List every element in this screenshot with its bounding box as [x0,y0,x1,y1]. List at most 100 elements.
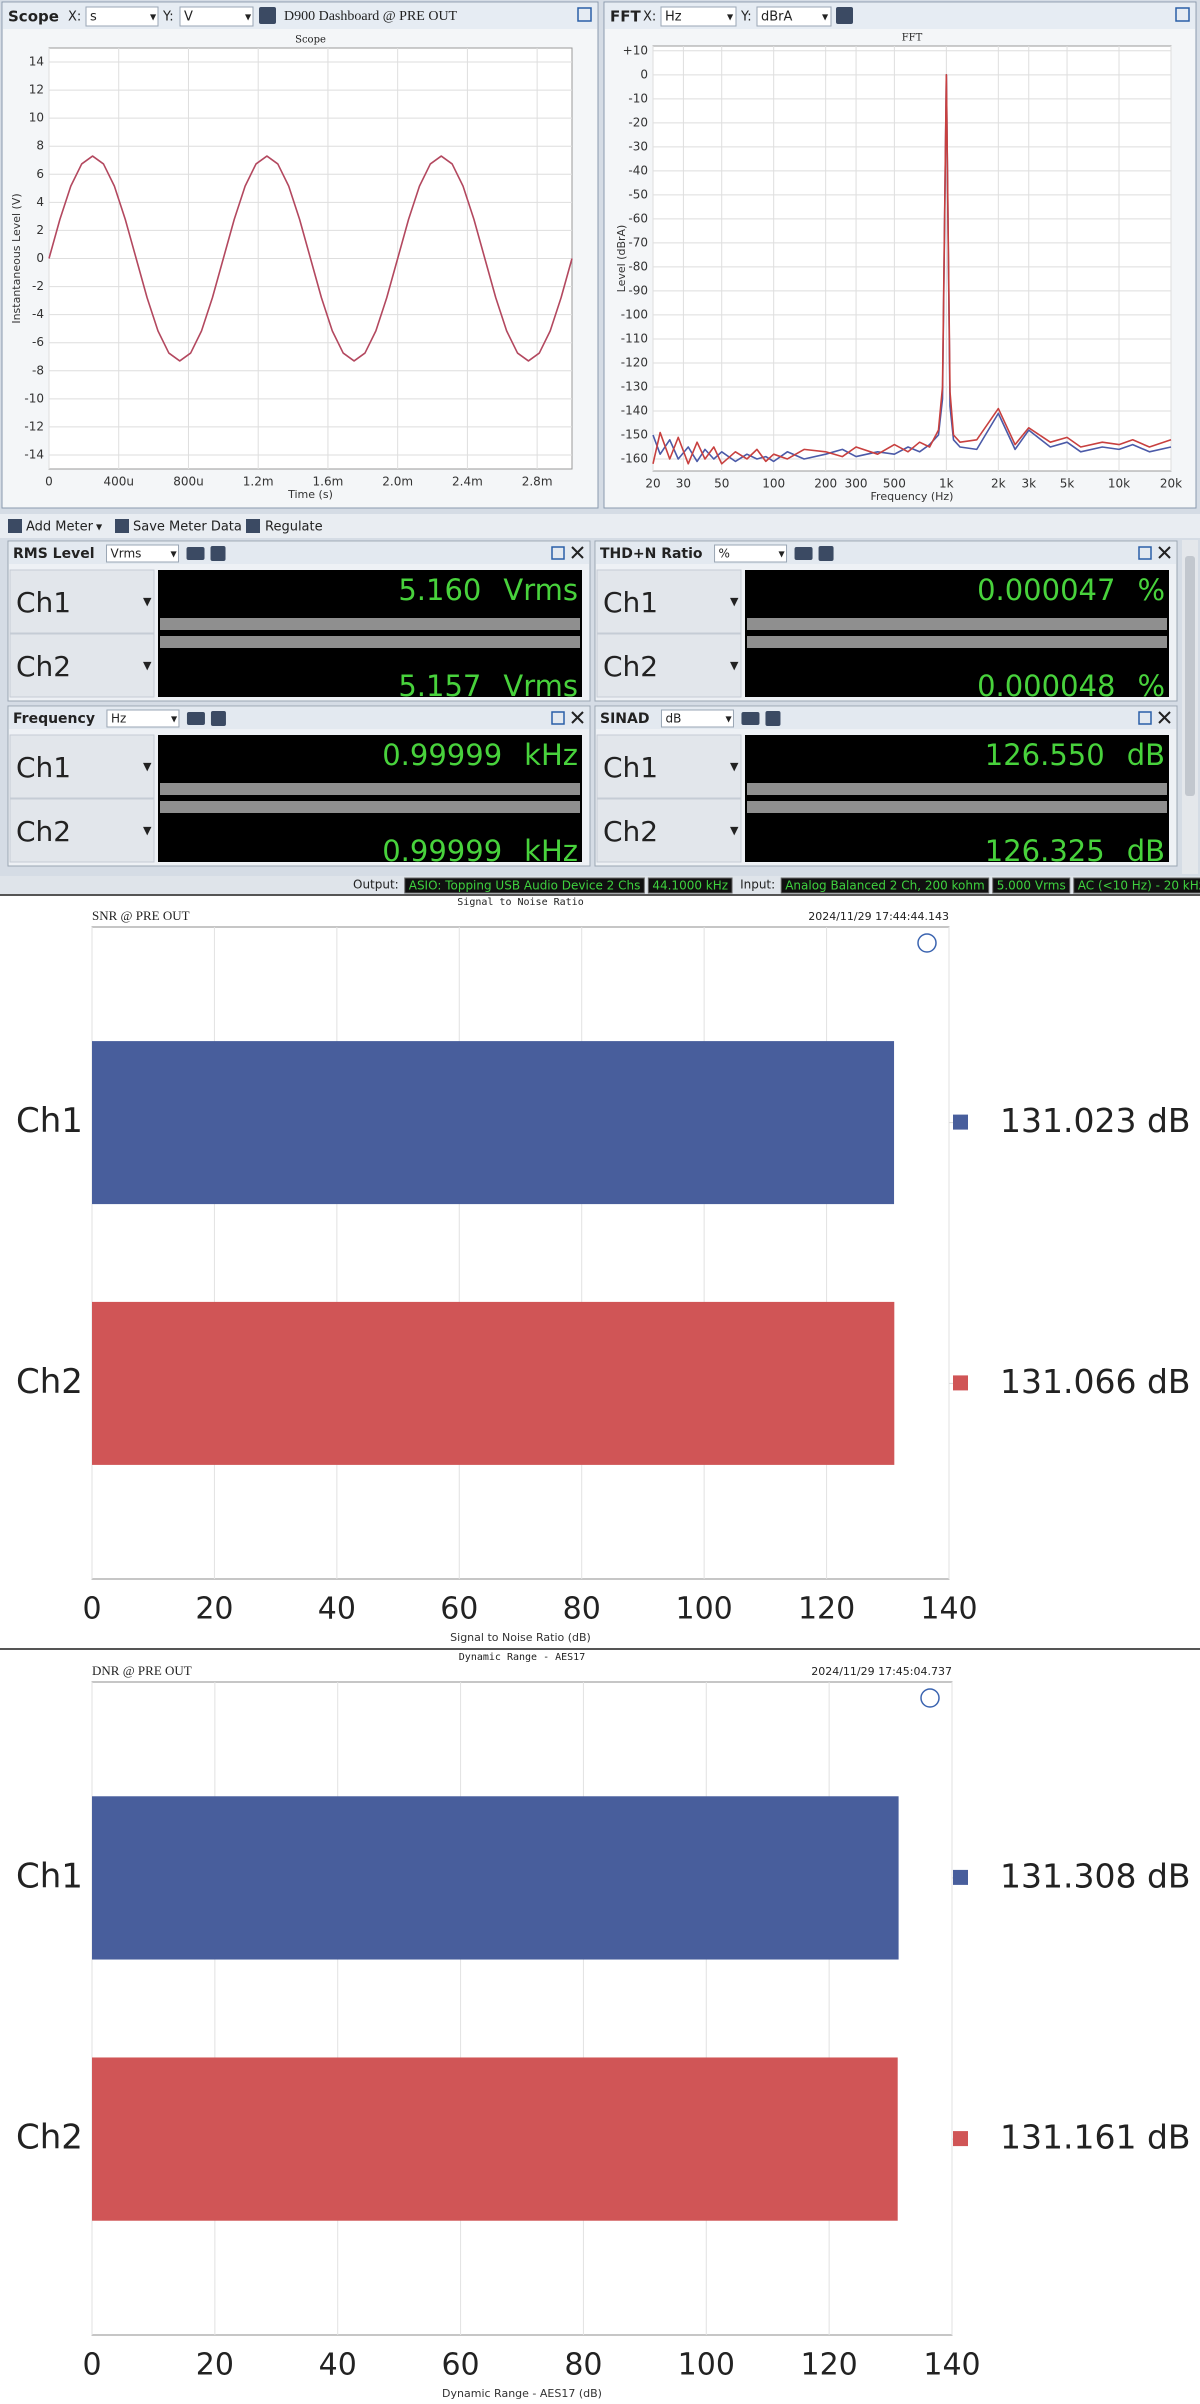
dropdown-arrow: ▼ [96,523,103,532]
popout-button[interactable] [577,7,592,22]
x-tick-label: 140 [923,2348,980,2383]
dropdown-value: s [90,10,97,25]
format-button[interactable] [794,547,813,560]
x-tick-label: 1.6m [313,475,344,489]
dropdown-value: Hz [111,712,126,726]
x-tick-label: 100 [762,477,785,491]
y-tick-label: -4 [32,307,44,321]
popout-button[interactable] [1175,7,1190,22]
meter-unit: dB [1127,834,1165,868]
dropdown-value: % [719,547,730,561]
y-tick-label: 10 [29,111,44,125]
y-unit-dropdown[interactable] [756,6,832,27]
status-field [647,877,733,894]
y-tick-label: -110 [621,331,648,345]
y-tick-label: 12 [29,83,44,97]
format-button[interactable] [186,712,205,725]
toolbar-button[interactable]: Add Meter [26,520,94,535]
x-tick-label: 3k [1021,477,1036,491]
y-tick-label: -160 [621,451,648,465]
x-unit-dropdown[interactable] [85,6,159,27]
toolbar-icon [115,519,129,533]
x-axis-title: Frequency (Hz) [871,490,954,503]
y-unit-dropdown[interactable] [179,6,254,27]
settings-button[interactable] [818,546,834,561]
settings-button[interactable] [210,711,226,726]
dropdown-arrow: ▼ [150,13,157,22]
close-button[interactable] [1158,546,1171,559]
settings-button[interactable] [210,546,226,561]
x-tick-label: 50 [714,477,729,491]
meter-value: 0.99999 [382,738,502,772]
channel-cell [596,734,742,799]
x-tick-label: 0 [82,2348,101,2383]
unit-dropdown[interactable] [106,544,180,563]
dropdown-arrow[interactable]: ▼ [730,824,739,837]
settings-button[interactable] [836,7,853,24]
dropdown-arrow[interactable]: ▼ [730,659,739,672]
meter-value: 126.325 [985,834,1105,868]
legend-swatch [953,2131,968,2147]
chart-title: DNR @ PRE OUT [92,1663,192,1678]
x-tick-label: 2.8m [522,475,553,489]
settings-button[interactable] [259,7,276,24]
x-axis-title: Signal to Noise Ratio (dB) [450,1631,591,1644]
meter-bar-track [160,783,580,795]
y-tick-label: -140 [621,403,648,417]
scrollbar-thumb[interactable] [1185,556,1195,796]
close-button[interactable] [571,546,584,559]
y-tick-label: +10 [623,43,648,57]
x-tick-label: 20 [196,2348,234,2383]
meter-header [9,707,589,729]
x-tick-label: 40 [318,1592,356,1627]
x-tick-label: 60 [440,1592,478,1627]
meter-display [745,735,1169,862]
channel-cell [9,798,155,863]
settings-button[interactable] [765,711,781,726]
meter-title: Frequency [13,711,95,727]
dropdown-arrow[interactable]: ▼ [730,760,739,773]
y-tick-label: -6 [32,335,44,349]
dropdown-arrow[interactable]: ▼ [730,595,739,608]
meter-unit: kHz [524,738,578,772]
value-label: 131.161 dB [1000,2118,1191,2157]
meter-unit: Vrms [503,573,578,607]
toolbar-button[interactable]: Regulate [265,520,323,535]
status-label: Input: [740,878,775,892]
x-tick-label: 100 [676,1592,733,1627]
dropdown-arrow[interactable]: ▼ [143,595,152,608]
meter-bar-track [747,636,1167,648]
x-unit-dropdown[interactable] [660,6,737,27]
y-tick-label: -8 [32,363,44,377]
y-tick-label: 2 [36,223,44,237]
toolbar-button[interactable]: Save Meter Data [133,520,242,535]
close-button[interactable] [571,711,584,724]
x-tick-label: 2.4m [452,475,483,489]
popout-button[interactable] [1138,711,1152,725]
value-label: 131.023 dB [1000,1101,1191,1140]
channel-name: Ch2 [603,650,658,683]
y-axis-title: Level (dBrA) [615,225,628,293]
popout-button[interactable] [551,711,565,725]
unit-dropdown[interactable] [106,709,180,728]
dropdown-arrow[interactable]: ▼ [143,824,152,837]
popout-button[interactable] [551,546,565,560]
x-tick-label: 80 [563,1592,601,1627]
y-tick-label: -150 [621,427,648,441]
unit-dropdown[interactable] [660,709,734,728]
close-button[interactable] [1158,711,1171,724]
dropdown-arrow[interactable]: ▼ [143,760,152,773]
category-label: Ch1 [16,1856,83,1896]
bar [92,1041,895,1205]
y-tick-label: 4 [36,195,44,209]
meter-header [596,707,1176,729]
format-button[interactable] [741,712,760,725]
dropdown-arrow[interactable]: ▼ [143,659,152,672]
format-button[interactable] [186,547,205,560]
toolbar-icon [246,519,260,533]
x-tick-label: 2k [991,477,1006,491]
unit-dropdown[interactable] [714,544,788,563]
x-tick-label: 20 [645,477,660,491]
popout-button[interactable] [1138,546,1152,560]
status-value: Analog Balanced 2 Ch, 200 kohm [785,879,985,893]
